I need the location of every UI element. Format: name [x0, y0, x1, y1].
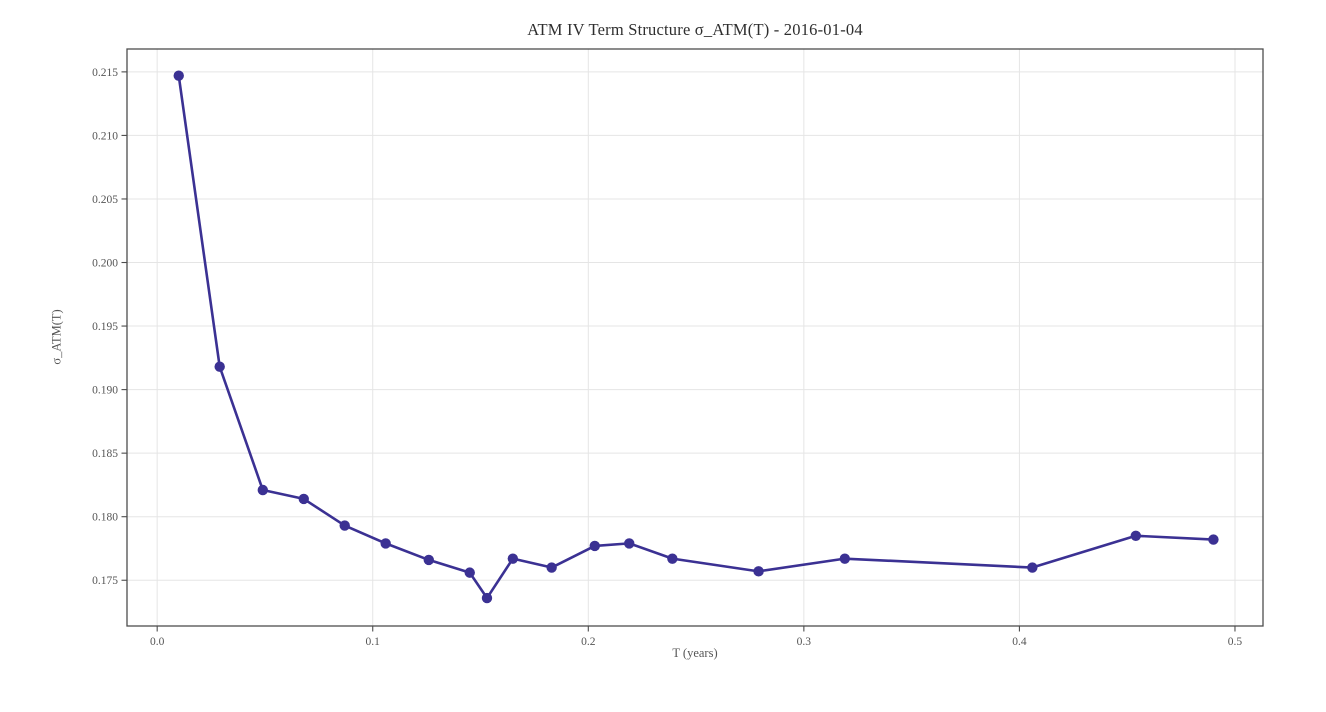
data-point [380, 538, 391, 549]
data-point [464, 567, 475, 578]
data-point [1027, 562, 1038, 573]
y-axis-label: σ_ATM(T) [49, 309, 64, 365]
data-point [624, 538, 635, 549]
data-point [753, 566, 764, 577]
y-tick-label: 0.200 [92, 258, 118, 270]
data-point [339, 520, 350, 531]
y-tick-label: 0.175 [92, 575, 118, 587]
data-point [257, 484, 269, 496]
data-point [423, 554, 434, 566]
x-tick-label: 0.2 [581, 636, 596, 648]
data-point [1130, 530, 1142, 541]
y-tick-label: 0.190 [92, 385, 118, 397]
data-point [481, 592, 493, 604]
x-tick-label: 0.5 [1228, 636, 1243, 648]
data-point [1208, 534, 1219, 545]
data-point [214, 361, 225, 372]
x-axis-label: T (years) [672, 646, 718, 660]
x-tick-label: 0.0 [150, 636, 165, 648]
x-tick-label: 0.4 [1012, 636, 1027, 648]
data-point [173, 70, 184, 81]
y-tick-label: 0.185 [92, 448, 118, 460]
y-tick-label: 0.205 [92, 194, 118, 206]
y-tick-label: 0.195 [92, 321, 118, 333]
x-tick-label: 0.1 [366, 636, 381, 648]
data-point [507, 553, 519, 564]
x-tick-label: 0.3 [797, 636, 812, 648]
y-tick-label: 0.210 [92, 130, 118, 142]
data-line [177, 74, 1215, 600]
chart-title: ATM IV Term Structure σ_ATM(T) - 2016-01… [527, 20, 863, 39]
data-point [839, 553, 851, 564]
plot-frame [126, 48, 1264, 627]
data-point [298, 493, 309, 505]
y-tick-label: 0.215 [92, 67, 118, 79]
data-point [546, 562, 557, 573]
data-point [589, 540, 600, 552]
data-point [667, 553, 678, 564]
y-tick-label: 0.180 [92, 512, 118, 524]
